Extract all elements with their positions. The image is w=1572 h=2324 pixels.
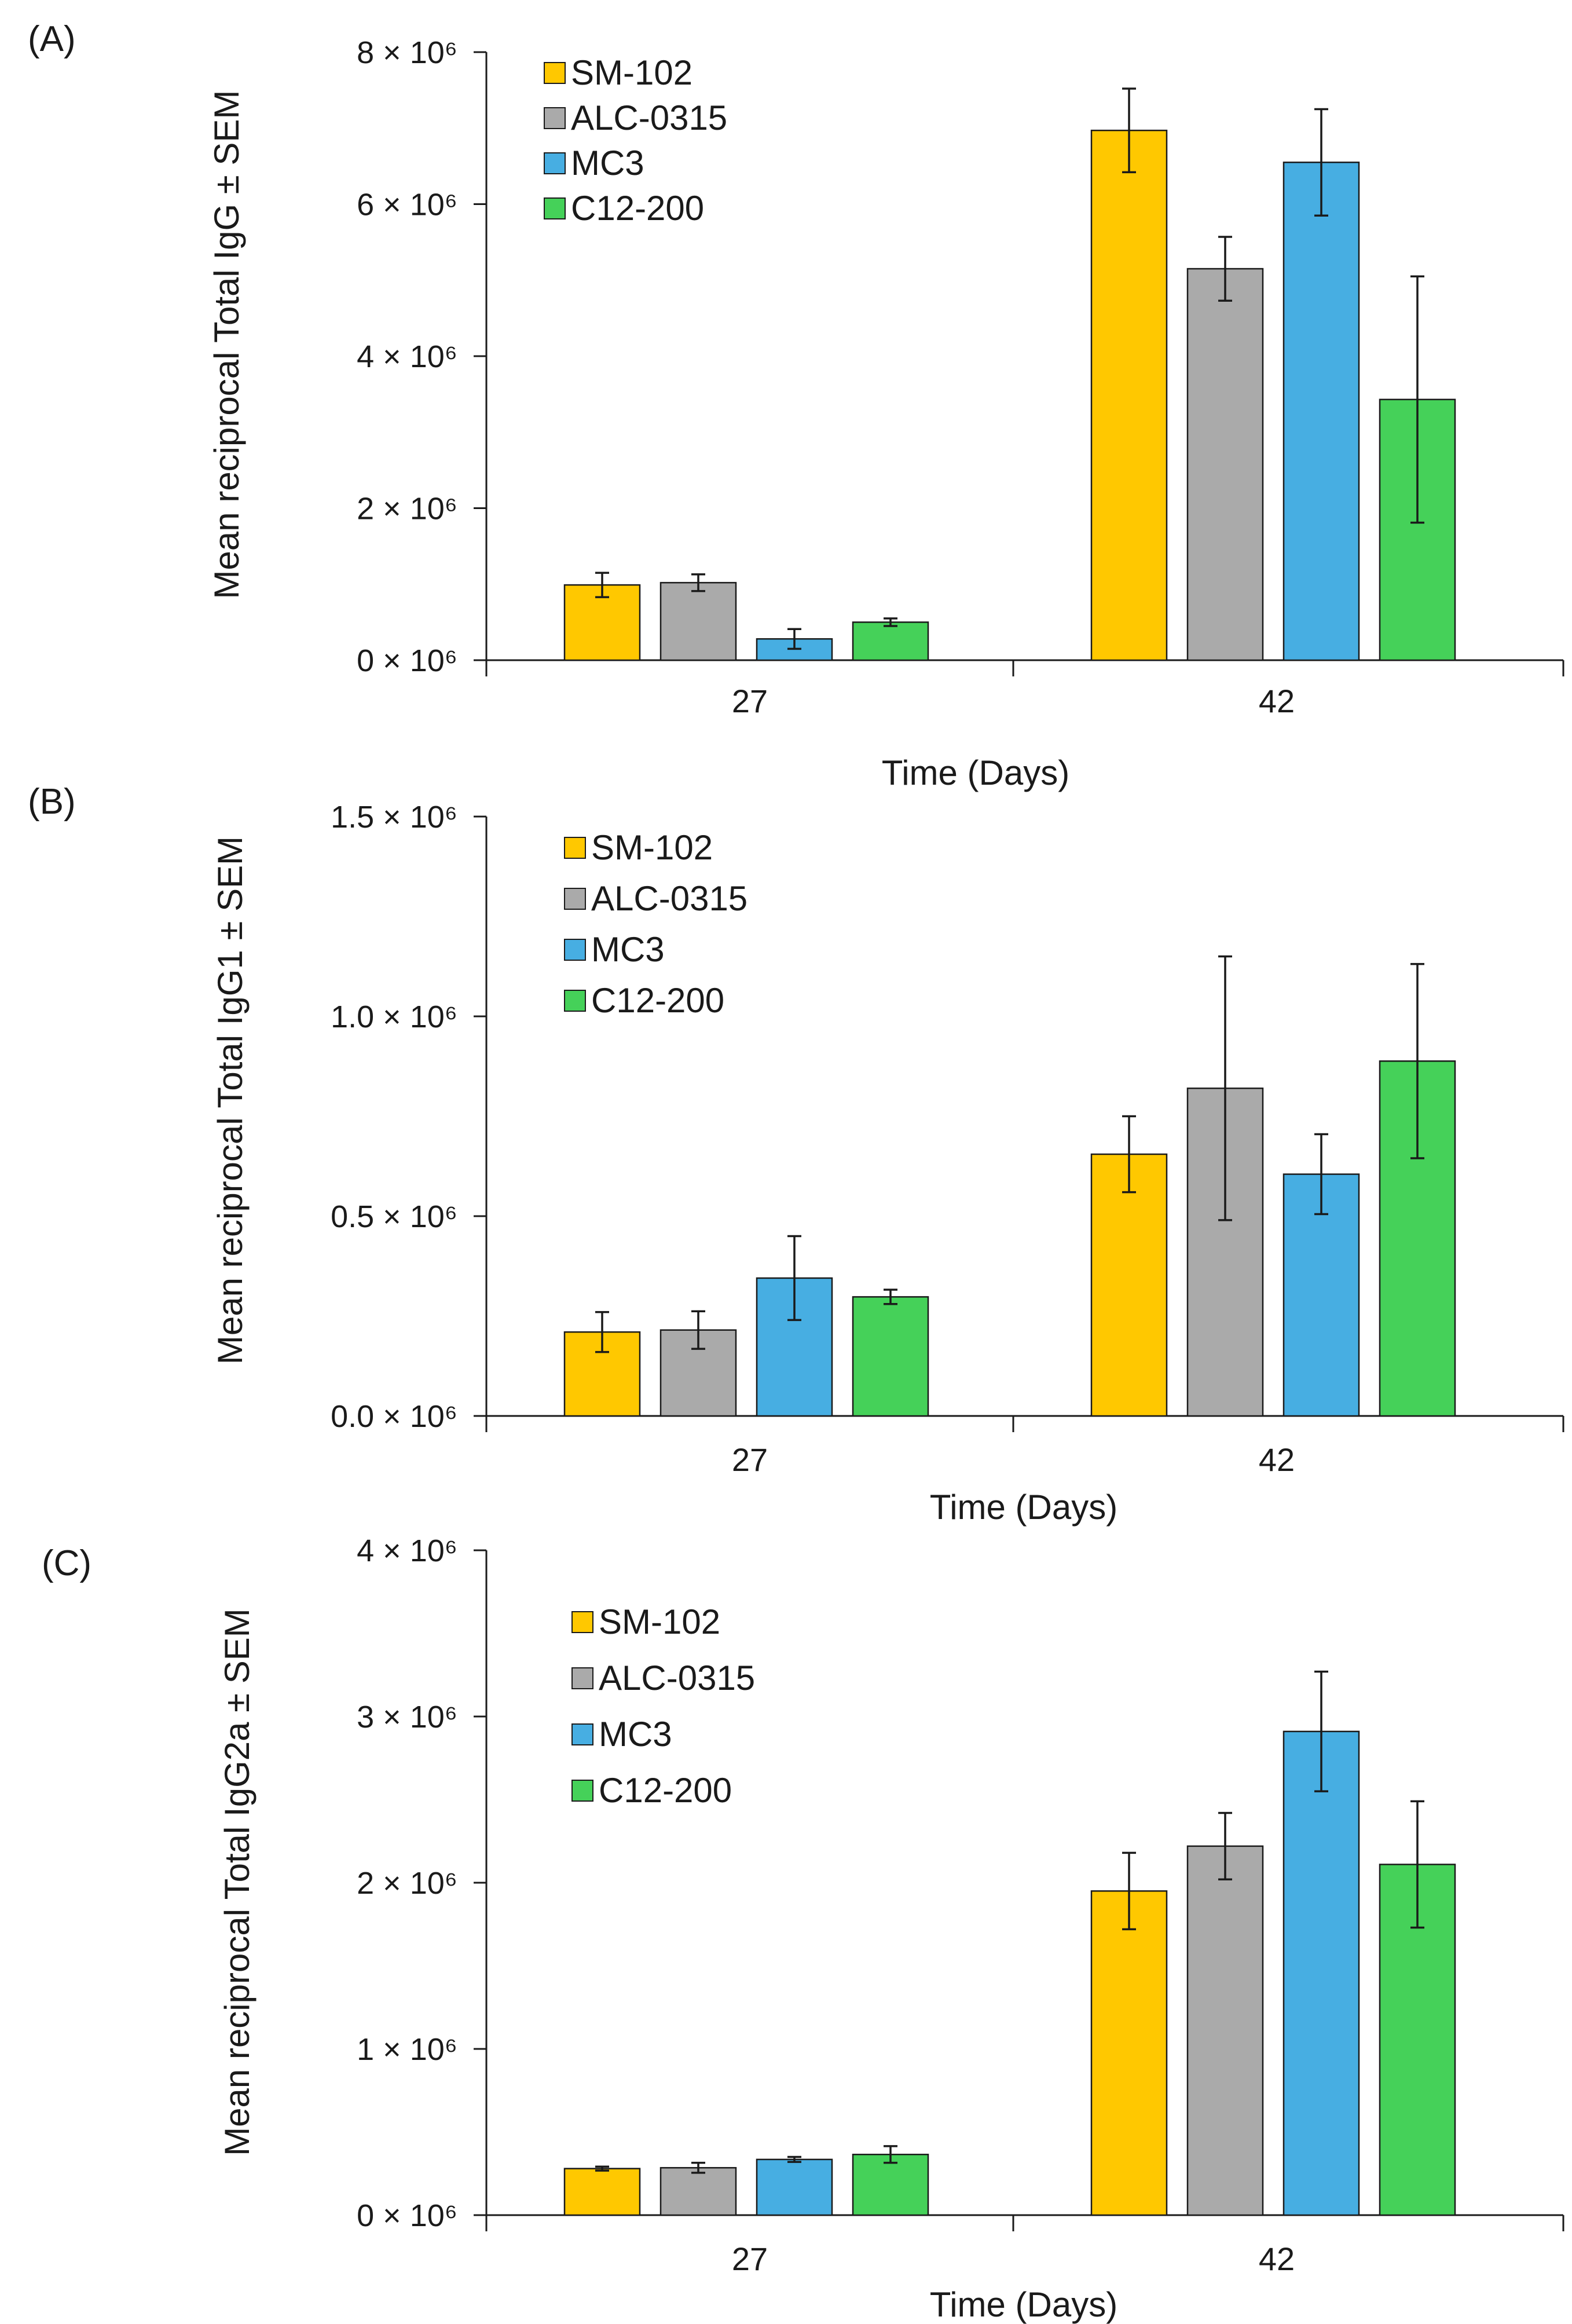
y-tick-label: 2 × 10⁶ [357, 492, 457, 526]
legend-swatch [544, 152, 566, 174]
legend-swatch [571, 1667, 593, 1689]
bar [756, 2158, 833, 2216]
y-tick-label: 0.5 × 10⁶ [331, 1199, 457, 1234]
legend-swatch [571, 1780, 593, 1802]
panel-a: (A) Mean reciprocal Total IgG ± SEM Time… [28, 19, 1564, 792]
x-axis-title: Time (Days) [882, 753, 1069, 792]
bar [1379, 1060, 1456, 1417]
legend-label: ALC-0315 [571, 98, 727, 137]
bar [1090, 129, 1168, 661]
legend-swatch [544, 107, 566, 129]
y-tick-label: 1 × 10⁶ [357, 2032, 457, 2067]
bar [852, 1296, 929, 1417]
legend-label: ALC-0315 [599, 1659, 755, 1697]
legend-label: SM-102 [591, 828, 713, 867]
panel-b: (B) Mean reciprocal Total IgG1 ± SEM Tim… [28, 782, 1564, 1527]
bar [659, 581, 737, 661]
y-tick-label: 8 × 10⁶ [357, 35, 457, 70]
legend-label: SM-102 [599, 1602, 720, 1641]
legend-label: SM-102 [571, 53, 692, 92]
bar [1282, 162, 1360, 661]
y-axis-title: Mean reciprocal Total IgG2a ± SEM [218, 1608, 256, 2156]
bar [1090, 1890, 1168, 2216]
legend-label: C12-200 [591, 981, 724, 1020]
bar [659, 2166, 737, 2216]
legend-swatch [544, 197, 566, 219]
legend-swatch [571, 1611, 593, 1633]
x-tick-label: 27 [732, 683, 768, 719]
y-axis-title: Mean reciprocal Total IgG1 ± SEM [211, 836, 250, 1364]
y-tick-label: 6 × 10⁶ [357, 188, 457, 222]
y-tick-label: 1.5 × 10⁶ [331, 800, 457, 835]
panel-label: (B) [28, 782, 76, 822]
bar [1186, 1845, 1264, 2216]
y-tick-label: 2 × 10⁶ [357, 1866, 457, 1901]
y-tick-label: 0 × 10⁶ [357, 643, 457, 678]
legend-label: ALC-0315 [591, 879, 747, 918]
legend-label: MC3 [571, 144, 644, 182]
y-axis-title: Mean reciprocal Total IgG ± SEM [207, 90, 246, 599]
y-tick-label: 4 × 10⁶ [357, 1534, 457, 1568]
bar [563, 2168, 641, 2216]
panel-label: (A) [28, 19, 76, 59]
legend-label: C12-200 [599, 1771, 732, 1810]
x-axis-title: Time (Days) [930, 2285, 1117, 2324]
x-tick-label: 42 [1259, 2241, 1295, 2277]
x-axis-title: Time (Days) [930, 1488, 1117, 1527]
y-tick-label: 0 × 10⁶ [357, 2198, 457, 2233]
legend-label: MC3 [599, 1715, 672, 1754]
y-tick-label: 1.0 × 10⁶ [331, 1000, 457, 1034]
legend-swatch [571, 1723, 593, 1745]
x-tick-label: 42 [1259, 1441, 1295, 1478]
panel-c: (C) Mean reciprocal Total IgG2a ± SEM Ti… [42, 1534, 1564, 2324]
legend-label: C12-200 [571, 189, 704, 228]
x-tick-label: 27 [732, 2241, 768, 2277]
legend-swatch [564, 837, 586, 859]
x-tick-label: 27 [732, 1441, 768, 1478]
legend-swatch [564, 888, 586, 910]
bar [1282, 1730, 1360, 2216]
panel-label: (C) [42, 1543, 91, 1583]
legend-swatch [564, 939, 586, 961]
y-tick-label: 3 × 10⁶ [357, 1700, 457, 1734]
x-tick-label: 42 [1259, 683, 1295, 719]
bar [1090, 1153, 1168, 1417]
legend-label: MC3 [591, 930, 665, 969]
bar [852, 621, 929, 661]
y-tick-label: 4 × 10⁶ [357, 339, 457, 374]
legend-swatch [564, 990, 586, 1012]
bar [1186, 268, 1264, 661]
legend-swatch [544, 62, 566, 84]
y-tick-label: 0.0 × 10⁶ [331, 1399, 457, 1434]
